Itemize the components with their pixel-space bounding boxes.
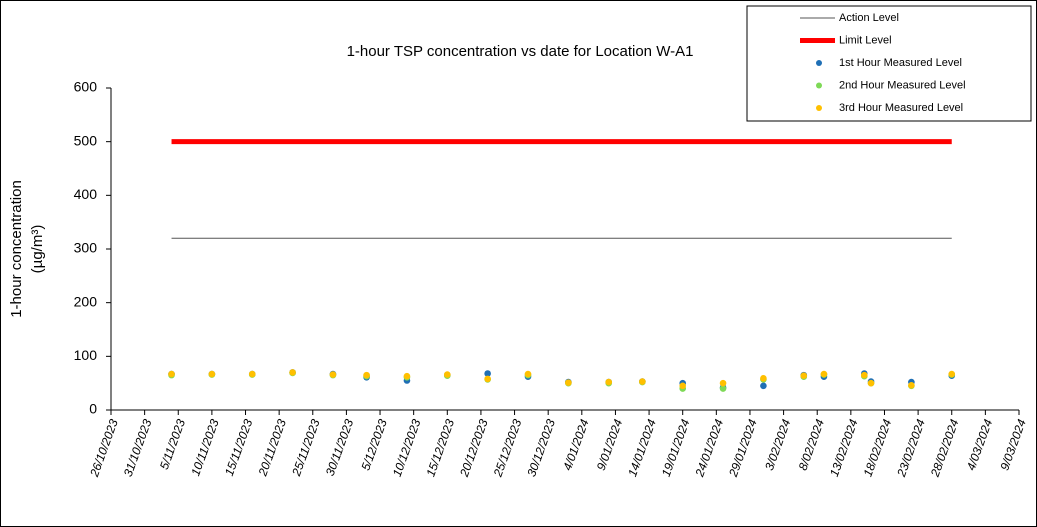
y-tick-label: 200 xyxy=(74,293,98,309)
x-tick-label: 20/11/2023 xyxy=(255,417,289,479)
legend-label: 2nd Hour Measured Level xyxy=(839,79,966,91)
y-tick-label: 400 xyxy=(74,186,98,202)
y-tick-label: 600 xyxy=(74,79,98,95)
data-point xyxy=(605,378,613,386)
data-point xyxy=(867,379,875,387)
x-tick-label: 29/01/2024 xyxy=(726,417,760,479)
x-tick-label: 9/01/2024 xyxy=(594,417,626,472)
chart-title: 1-hour TSP concentration vs date for Loc… xyxy=(347,43,694,60)
x-tick-label: 15/12/2023 xyxy=(423,417,457,479)
legend-label: 3rd Hour Measured Level xyxy=(839,102,963,114)
x-tick-label: 28/02/2024 xyxy=(928,417,962,479)
data-point xyxy=(168,370,175,378)
data-point xyxy=(403,372,411,380)
y-tick-label: 500 xyxy=(74,132,98,148)
x-tick-label: 5/11/2023 xyxy=(157,417,188,471)
x-tick-label: 3/02/2024 xyxy=(762,417,794,472)
legend-label: Action Level xyxy=(839,12,899,24)
data-point xyxy=(908,382,915,389)
x-tick-label: 15/11/2023 xyxy=(222,417,256,478)
data-point xyxy=(719,385,727,392)
legend-swatch xyxy=(816,105,822,111)
x-tick-label: 23/02/2024 xyxy=(894,417,928,479)
legend-label: 1st Hour Measured Level xyxy=(839,57,962,69)
data-point xyxy=(248,370,256,378)
data-point xyxy=(639,378,646,385)
x-tick-label: 19/01/2024 xyxy=(659,417,693,479)
data-point xyxy=(820,370,828,378)
x-tick-label: 4/01/2024 xyxy=(560,417,592,472)
x-tick-label: 18/02/2024 xyxy=(861,417,895,479)
x-tick-label: 14/01/2024 xyxy=(625,417,659,479)
y-axis-label: 1-hour concentration xyxy=(8,180,25,318)
data-point xyxy=(289,369,296,376)
x-tick-label: 30/11/2023 xyxy=(323,417,357,478)
data-point xyxy=(484,370,491,377)
x-tick-label: 4/03/2024 xyxy=(964,417,996,472)
data-point xyxy=(524,370,532,378)
data-point xyxy=(800,372,808,379)
x-tick-label: 9/03/2024 xyxy=(997,417,1029,472)
data-point xyxy=(861,371,868,379)
y-tick-label: 100 xyxy=(74,347,98,363)
x-tick-label: 24/01/2024 xyxy=(692,417,726,479)
x-tick-label: 13/02/2024 xyxy=(827,417,861,479)
data-point xyxy=(679,382,687,390)
data-point xyxy=(443,371,451,378)
data-point xyxy=(760,382,767,390)
legend-label: Limit Level xyxy=(839,34,892,46)
x-tick-label: 5/12/2023 xyxy=(358,417,390,472)
x-tick-label: 10/11/2023 xyxy=(188,417,222,478)
data-point xyxy=(948,370,956,378)
y-tick-label: 300 xyxy=(74,240,98,256)
x-tick-label: 10/12/2023 xyxy=(390,417,424,479)
x-tick-label: 25/11/2023 xyxy=(289,417,323,479)
x-tick-label: 20/12/2023 xyxy=(457,417,491,479)
y-tick-label: 0 xyxy=(89,401,97,417)
legend-swatch xyxy=(816,60,822,66)
x-tick-label: 26/10/2023 xyxy=(87,417,121,479)
x-tick-label: 30/12/2023 xyxy=(524,417,558,479)
data-point xyxy=(329,371,337,378)
y-axis-label: (µg/m³) xyxy=(29,225,46,274)
legend-box xyxy=(746,5,1032,122)
x-tick-label: 25/12/2023 xyxy=(490,417,524,479)
x-tick-label: 8/02/2024 xyxy=(796,417,828,472)
data-point xyxy=(484,375,491,383)
data-point xyxy=(760,375,767,382)
x-tick-label: 31/10/2023 xyxy=(121,417,155,479)
data-point xyxy=(363,371,370,379)
data-point xyxy=(208,370,216,378)
data-point xyxy=(565,379,572,386)
data-point xyxy=(719,379,727,387)
legend-swatch xyxy=(816,82,822,89)
